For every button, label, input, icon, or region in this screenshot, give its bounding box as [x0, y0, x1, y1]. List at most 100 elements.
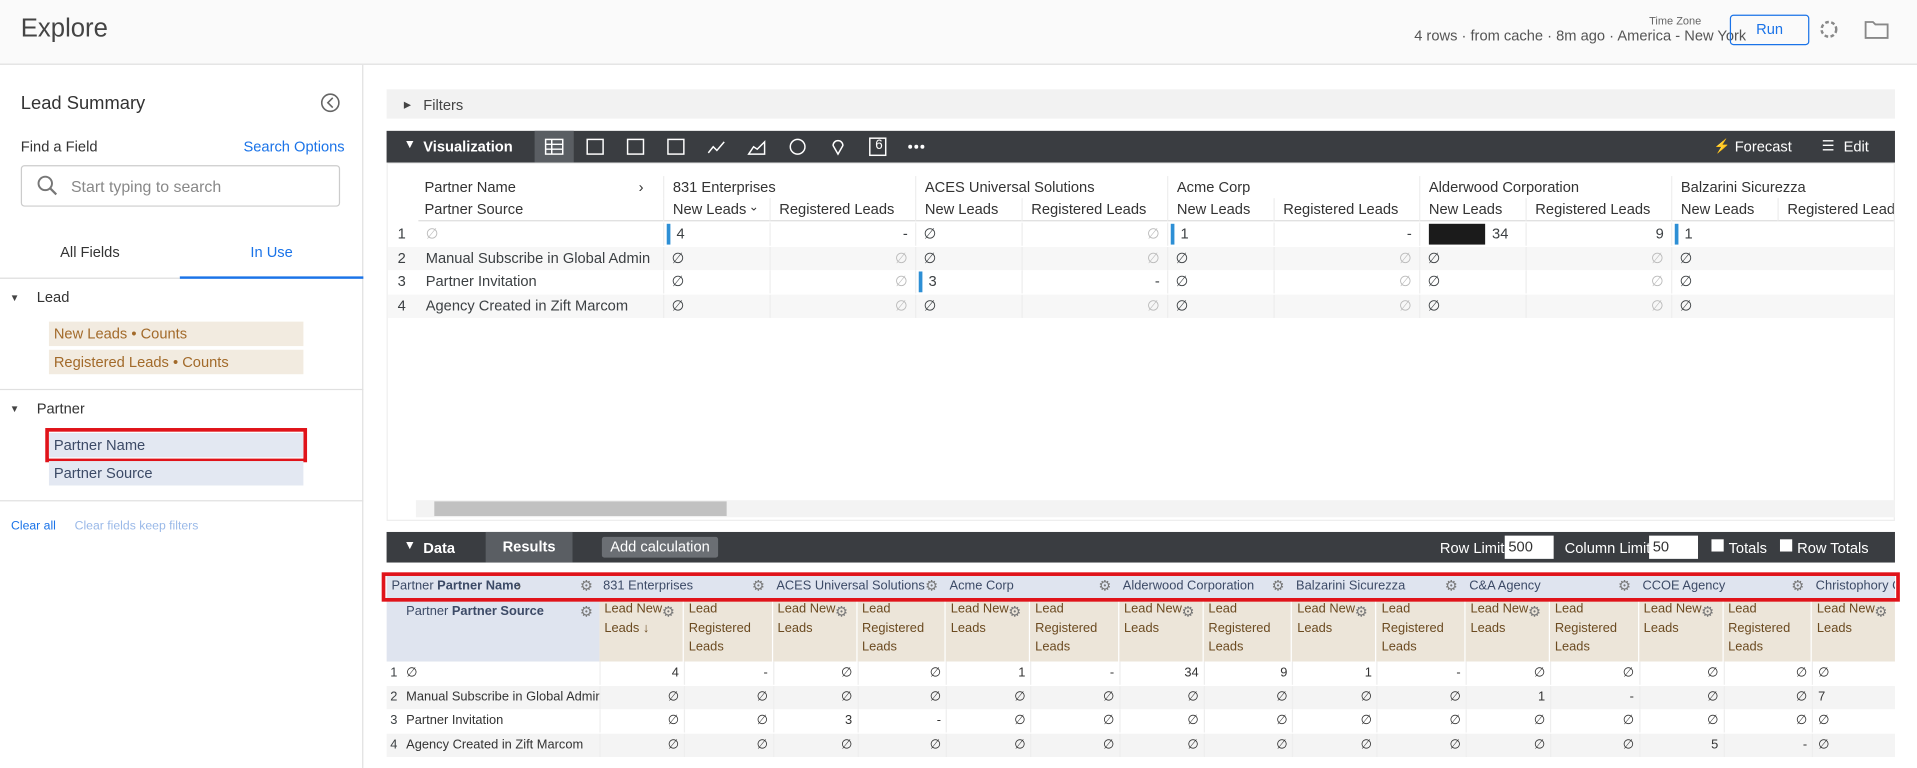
gear-icon[interactable]: ⚙ [1008, 602, 1022, 621]
tab[interactable]: All Fields [0, 234, 180, 279]
measure-header: Lead Registered Leads [1030, 597, 1118, 662]
timezone-label[interactable]: Time Zone [1649, 14, 1702, 27]
gear-icon[interactable]: ⚙ [1098, 577, 1112, 595]
header [0, 0, 1917, 65]
view-label: Lead [688, 601, 718, 617]
cell: ∅ [1273, 246, 1420, 270]
data-caret: ▼ [403, 539, 416, 553]
cell: ∅ [1525, 246, 1672, 270]
field[interactable]: Partner Source [48, 461, 304, 486]
search-options[interactable]: Search Options [243, 138, 345, 156]
filters-caret: ▸ [403, 95, 412, 113]
collapse-icon[interactable] [320, 93, 341, 113]
gear-icon[interactable]: ⚙ [1874, 602, 1888, 621]
cell: 3 [915, 270, 1021, 294]
gear-icon[interactable]: ⚙ [1354, 602, 1368, 621]
cell: - [1030, 661, 1119, 685]
field[interactable]: New Leads • Counts [48, 321, 304, 347]
gear-icon[interactable]: ⚙ [1527, 602, 1542, 621]
run-button[interactable]: Run [1729, 14, 1810, 46]
gear-icon[interactable]: ⚙ [1617, 577, 1632, 595]
cell: ∅ [857, 661, 946, 685]
edit[interactable]: Edit [1843, 138, 1869, 156]
view-label: Lead [1297, 601, 1326, 617]
measure-header: Registered Leads [1525, 198, 1672, 222]
row-bg [387, 222, 1894, 247]
field[interactable]: Registered Leads • Counts [48, 349, 304, 375]
col-limit-input[interactable]: 50 [1649, 535, 1699, 559]
cell-bar [1428, 223, 1486, 245]
measure-header: Registered Leads [1273, 198, 1420, 222]
explore-name: Lead Summary [20, 92, 146, 114]
add-calculation[interactable]: Add calculation [601, 536, 719, 558]
cell: ∅ [1119, 733, 1203, 757]
measure-header: Registered Leads [1777, 198, 1894, 222]
gear-icon[interactable]: ⚙ [579, 602, 594, 621]
view-label: Lead [1554, 601, 1584, 617]
field-label: Registered Leads [1728, 620, 1791, 655]
field-label: Registered Leads [1035, 620, 1098, 655]
filters-bar[interactable] [386, 89, 1895, 119]
gear-icon[interactable]: ⚙ [925, 577, 939, 595]
gear-icon[interactable]: ⚙ [835, 602, 849, 621]
gear-icon[interactable]: ⚙ [1791, 577, 1805, 595]
results-tab[interactable]: Results [485, 531, 573, 563]
scrollbar[interactable] [415, 500, 1895, 518]
gear-icon[interactable]: ⚙ [1271, 577, 1285, 595]
forecast[interactable]: Forecast [1734, 138, 1792, 156]
cell: ∅ [599, 733, 683, 757]
group-name: Lead [36, 288, 70, 306]
row-totals-label: Row Totals [1797, 539, 1869, 557]
partner-header: ACES Universal Solutions [776, 578, 925, 594]
cell: 9 [1203, 661, 1293, 685]
cell: ∅ [599, 685, 683, 709]
single-value-icon[interactable]: 6 [875, 138, 883, 153]
pivot-label: Partner Partner Name [391, 574, 520, 598]
row-totals-checkbox[interactable] [1779, 539, 1793, 552]
pivot-label: Partner Name [424, 178, 516, 196]
cell: ∅ [1292, 709, 1376, 733]
view-label: Lead [1381, 601, 1411, 617]
measure-header: Lead New Leads [1465, 597, 1549, 662]
view-label: Lead [1728, 601, 1757, 617]
cell: ∅ [1030, 733, 1119, 757]
cell: - [1021, 270, 1167, 294]
cell: ∅ [1167, 294, 1273, 318]
totals-checkbox[interactable] [1711, 539, 1724, 552]
cell: ∅ [1549, 733, 1639, 757]
gear-icon[interactable]: ⚙ [1444, 577, 1458, 595]
group-name: Partner [36, 399, 85, 418]
field-label: New Leads [1124, 601, 1182, 636]
field-label: Partner Name [437, 578, 521, 594]
gear-icon[interactable]: ⚙ [661, 602, 676, 621]
search-box[interactable] [20, 165, 341, 207]
sort-icon[interactable]: ↓ [642, 620, 650, 636]
row-number: 1 [390, 665, 398, 680]
clear-all[interactable]: Clear all [11, 519, 56, 534]
table-icon-active[interactable] [534, 130, 574, 163]
gear-icon[interactable]: ⚙ [751, 577, 766, 595]
field[interactable]: Partner Name [48, 432, 304, 458]
cell: - [1376, 661, 1466, 685]
cell: 1 [1671, 222, 1777, 246]
scroll-thumb[interactable] [434, 501, 727, 517]
cell: ∅ [1419, 294, 1525, 318]
cell: ∅ [1119, 709, 1203, 733]
tab-active[interactable]: In Use [179, 234, 364, 279]
viz-icons[interactable] [535, 131, 939, 163]
edit-icon: ☰ [1821, 136, 1835, 155]
row-limit-input[interactable]: 500 [1504, 535, 1554, 559]
header-icons[interactable] [1819, 18, 1892, 42]
gear-icon[interactable]: ⚙ [1181, 602, 1195, 621]
clear-fields[interactable]: Clear fields keep filters [74, 519, 199, 534]
sidebar [0, 64, 364, 768]
cell: 4 [663, 222, 769, 246]
row-source: Partner Invitation [406, 712, 504, 728]
divider [0, 500, 364, 502]
cell: ∅ [1119, 685, 1203, 709]
row-label: Partner Partner Source [406, 599, 544, 623]
cell: ∅ [772, 733, 857, 757]
gear-icon[interactable]: ⚙ [1701, 602, 1715, 621]
gear-icon[interactable]: ⚙ [579, 577, 594, 595]
